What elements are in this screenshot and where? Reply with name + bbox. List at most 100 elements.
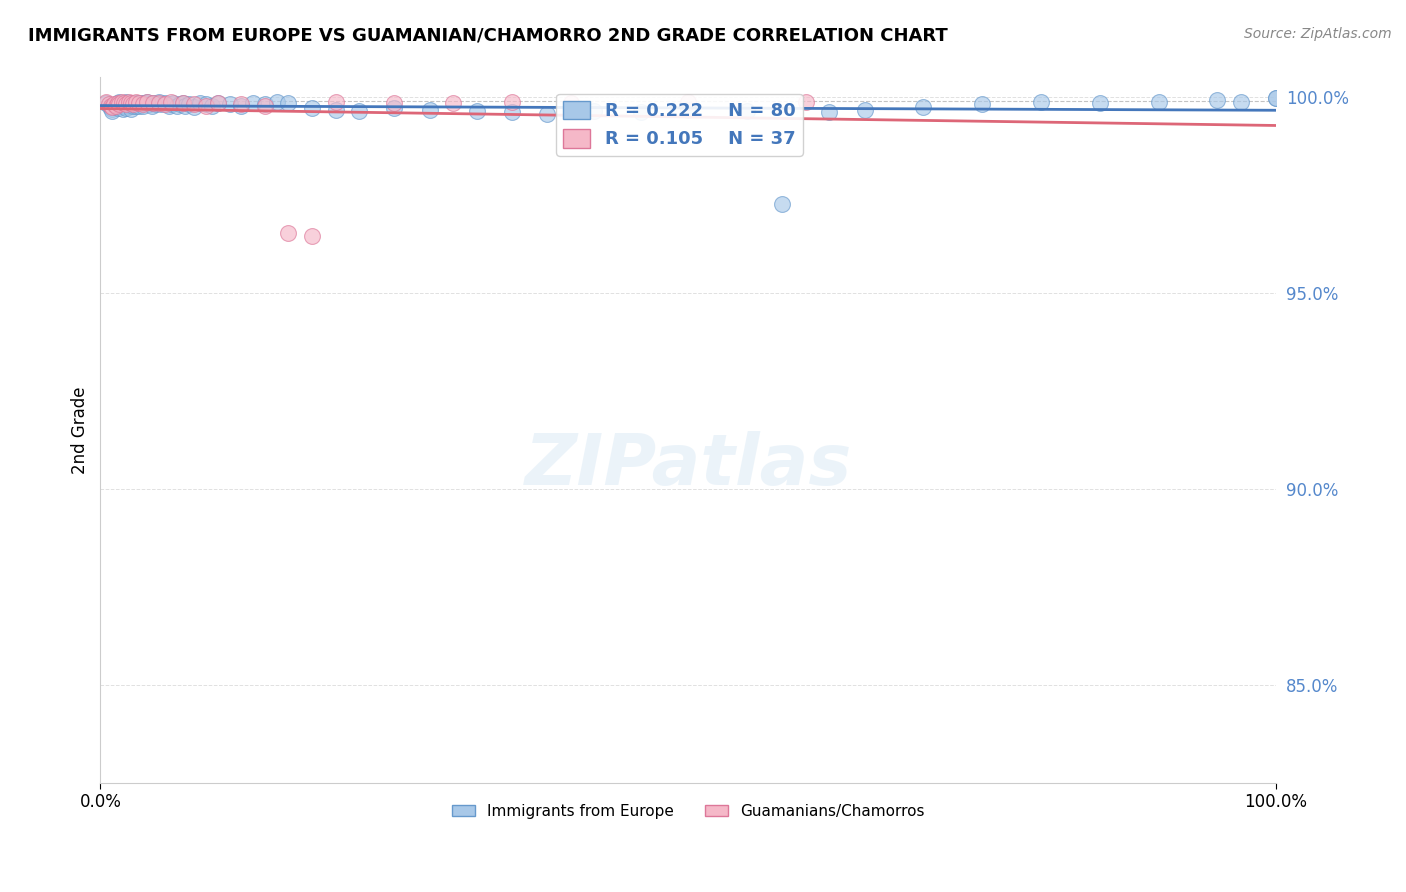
Point [120,102,142,116]
Point [98,100,121,114]
Point [115,101,138,115]
Point [183,100,205,114]
Point [107,95,129,110]
Point [1230,95,1253,109]
Point [108,97,131,112]
Point [325,103,347,117]
Point [676,103,699,117]
Point [770,196,793,211]
Point [972,97,994,112]
Text: Source: ZipAtlas.com: Source: ZipAtlas.com [1244,27,1392,41]
Point [207,95,229,110]
Point [583,103,606,118]
Point [183,97,205,112]
Point [118,99,141,113]
Point [188,95,211,110]
Point [382,95,405,110]
Point [124,95,146,110]
Point [853,103,876,117]
Y-axis label: 2nd Grade: 2nd Grade [72,386,89,474]
Point [117,97,139,112]
Point [277,227,299,241]
Point [136,95,159,109]
Point [112,95,135,110]
Point [172,95,194,110]
Point [120,95,142,110]
Point [107,95,129,110]
Point [128,98,150,112]
Point [115,95,138,109]
Point [207,95,229,110]
Point [96,95,118,109]
Point [195,98,218,112]
Point [145,97,167,112]
Point [142,95,165,110]
Point [174,98,197,112]
Point [1206,93,1229,107]
Legend: Immigrants from Europe, Guamanians/Chamorros: Immigrants from Europe, Guamanians/Chamo… [446,797,931,825]
Point [134,95,156,110]
Point [124,98,146,112]
Point [253,98,276,112]
Point [676,95,699,109]
Point [112,95,135,110]
Point [172,95,194,110]
Point [136,95,159,109]
Point [325,95,347,109]
Point [153,97,176,112]
Point [104,98,127,112]
Point [148,95,170,110]
Point [96,95,118,110]
Point [1265,91,1288,105]
Point [131,95,153,110]
Point [121,95,143,110]
Point [131,98,153,112]
Point [1265,91,1288,105]
Point [160,97,183,112]
Point [242,95,264,110]
Point [169,97,191,112]
Point [277,95,299,110]
Point [103,97,125,112]
Point [127,95,149,110]
Point [150,97,173,112]
Point [107,98,129,112]
Point [141,98,163,112]
Point [157,98,180,112]
Point [104,100,127,114]
Point [630,104,652,119]
Point [301,101,323,115]
Point [1029,95,1052,109]
Point [114,98,136,112]
Point [128,95,150,110]
Point [501,95,523,109]
Point [97,97,120,112]
Point [162,95,184,110]
Point [253,97,276,112]
Point [818,104,841,119]
Point [117,95,139,109]
Point [1147,95,1170,109]
Point [501,104,523,119]
Point [301,229,323,244]
Point [107,101,129,115]
Point [735,103,758,118]
Point [142,95,165,110]
Point [148,95,170,109]
Point [153,95,176,110]
Point [108,95,131,109]
Point [231,97,253,112]
Point [110,95,132,109]
Point [347,103,370,118]
Point [465,103,488,118]
Point [110,97,132,112]
Point [201,98,224,112]
Point [218,97,240,112]
Point [138,97,160,112]
Point [794,95,817,109]
Point [177,97,200,112]
Point [382,101,405,115]
Point [101,102,124,116]
Point [560,95,582,110]
Point [912,100,935,114]
